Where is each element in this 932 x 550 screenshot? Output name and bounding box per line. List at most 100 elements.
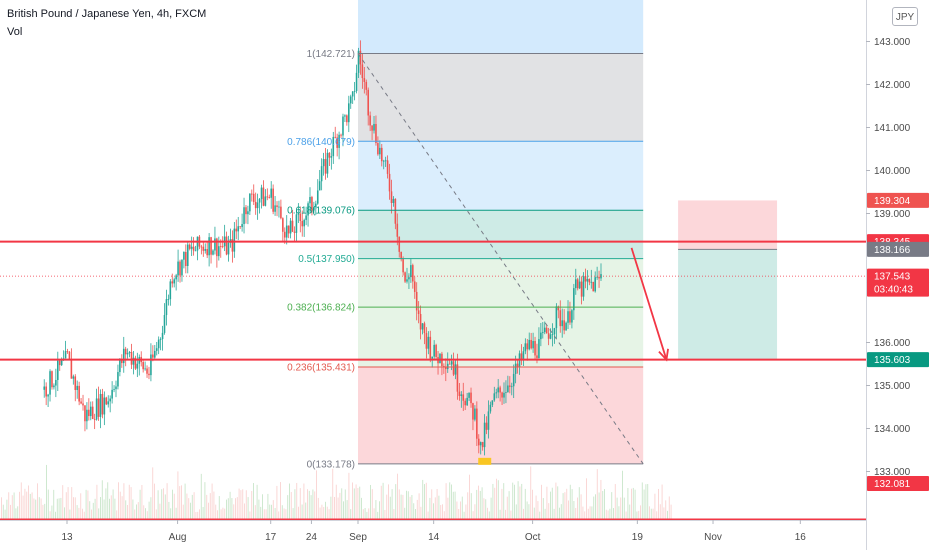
candle-body <box>285 225 288 238</box>
candle-body <box>297 213 300 215</box>
candle-body <box>167 299 170 300</box>
volume-bar <box>303 483 305 520</box>
volume-bar <box>560 504 562 520</box>
price-tag-label: 132.081 <box>874 479 911 490</box>
volume-bar <box>175 507 177 520</box>
candle-body <box>218 246 220 257</box>
candle-body <box>119 359 121 373</box>
volume-bar <box>307 489 308 520</box>
volume-bar <box>647 483 649 520</box>
candle-body <box>159 339 162 340</box>
candle-body <box>235 228 238 232</box>
volume-bar <box>247 497 249 520</box>
candle-body <box>103 397 106 415</box>
candle-body <box>361 64 364 79</box>
volume-bar <box>80 493 82 520</box>
candle-body <box>569 311 571 323</box>
volume-bar <box>467 492 469 520</box>
candle-body <box>338 134 340 148</box>
projection-arrow <box>630 247 668 360</box>
candle-body <box>169 281 172 300</box>
candle-body <box>241 224 243 228</box>
candle-body <box>82 403 84 406</box>
volume-bar <box>537 501 539 520</box>
volume-bar <box>638 510 640 520</box>
candle-body <box>510 386 513 388</box>
volume-bar <box>42 504 44 520</box>
volume-bar <box>222 507 224 520</box>
volume-bar <box>591 506 593 520</box>
candle-body <box>446 363 449 370</box>
candle-body <box>45 386 47 397</box>
volume-bar <box>481 487 483 520</box>
volume-bar <box>584 511 586 520</box>
volume-bar <box>281 505 283 520</box>
candle-body <box>468 392 470 398</box>
volume-bar <box>31 492 33 520</box>
plot-background <box>0 0 866 520</box>
volume-bar <box>539 511 541 520</box>
volume-bar <box>69 509 71 520</box>
volume-bar <box>55 511 56 520</box>
volume-bar <box>654 493 656 520</box>
volume-bar <box>83 511 85 520</box>
candle-body <box>264 196 267 206</box>
candle-body <box>210 237 212 255</box>
volume-bar <box>469 474 470 520</box>
candle-body <box>99 393 102 417</box>
candle-body <box>247 211 249 215</box>
volume-bar <box>415 509 416 520</box>
volume-bar <box>53 489 55 520</box>
candle-body <box>367 89 369 116</box>
candle-body <box>348 103 350 123</box>
volume-bar <box>449 482 451 520</box>
volume-bar <box>289 483 290 520</box>
candle-body <box>105 397 108 405</box>
candle-body <box>58 360 61 366</box>
candle-body <box>571 310 573 323</box>
volume-bar <box>305 502 307 520</box>
volume-bar <box>472 511 474 520</box>
volume-bar <box>38 497 40 520</box>
volume-bar <box>350 509 352 520</box>
fib-trend-line <box>357 53 644 465</box>
volume-bar <box>447 497 449 520</box>
volume-bar <box>231 498 233 520</box>
volume-bar <box>544 508 546 520</box>
candle-body <box>344 115 346 117</box>
candle-body <box>357 50 360 73</box>
volume-bar <box>332 468 334 520</box>
candle-body <box>270 188 272 198</box>
candle-body <box>398 236 401 252</box>
volume-bar <box>11 495 13 520</box>
volume-bar <box>542 498 544 520</box>
volume-bar <box>348 472 350 520</box>
candlesticks <box>43 40 602 456</box>
currency-button[interactable]: JPY <box>892 7 918 26</box>
volume-bar <box>334 496 335 520</box>
price-tag-label: 135.603 <box>874 355 911 366</box>
volume-bar <box>37 483 38 520</box>
candle-body <box>373 123 375 131</box>
volume-bar <box>614 484 616 520</box>
candle-body <box>57 360 59 381</box>
candle-body <box>66 351 69 352</box>
volume-bar <box>406 490 407 520</box>
volume-indicator-label[interactable]: Vol <box>7 26 23 38</box>
volume-bar <box>532 489 533 520</box>
volume-bar <box>395 484 397 520</box>
volume-bar <box>425 482 427 520</box>
fib-level-label: 0.5(137.950) <box>298 254 355 265</box>
volume-bar <box>411 495 413 520</box>
candle-body <box>206 249 208 256</box>
volume-bar <box>67 487 69 520</box>
volume-bar <box>226 499 227 520</box>
volume-bar <box>51 505 53 520</box>
volume-bar <box>393 509 395 520</box>
candle-body <box>353 91 356 92</box>
volume-bar <box>292 508 294 520</box>
take-profit-zone <box>678 249 778 360</box>
volume-bar <box>485 499 487 520</box>
volume-bar <box>573 501 575 520</box>
